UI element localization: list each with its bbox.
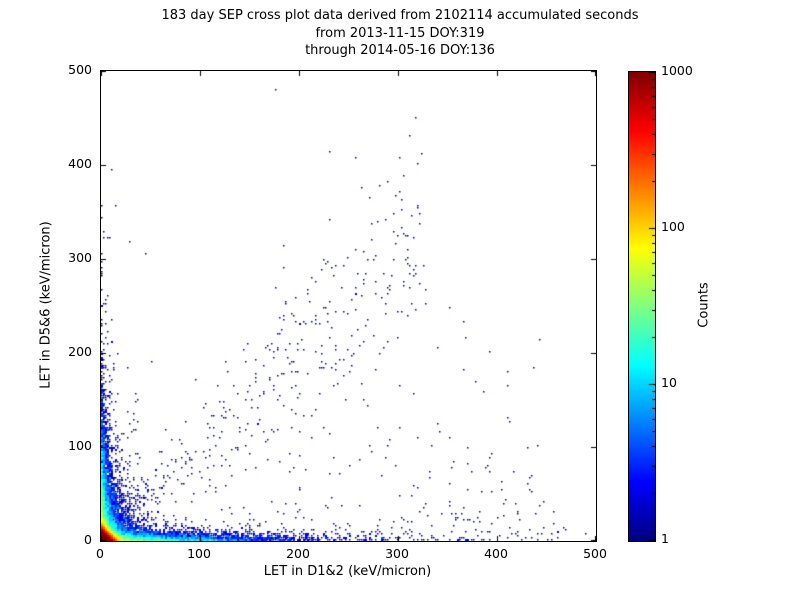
y-axis-label-text: LET in D5&6 (keV/micron)	[38, 221, 54, 389]
colorbar-label-text: Counts	[696, 282, 712, 328]
x-tick-label: 100	[187, 546, 211, 561]
y-tick-label: 100	[68, 438, 92, 453]
x-tick-label: 0	[96, 546, 104, 561]
y-tick-label: 500	[68, 62, 92, 77]
colorbar-tick-label: 100	[661, 219, 685, 234]
x-tick-label: 300	[385, 546, 409, 561]
colorbar	[628, 71, 656, 542]
x-axis-label: LET in D1&2 (keV/micron)	[263, 564, 432, 579]
x-tick-label: 200	[286, 546, 310, 561]
plot-area	[100, 70, 597, 542]
scatter-canvas	[101, 71, 596, 541]
colorbar-tick-label: 1000	[661, 63, 693, 78]
colorbar-gradient	[629, 72, 655, 541]
chart-title-line-3: through 2014-05-16 DOY:136	[305, 43, 495, 58]
x-tick-label: 500	[583, 546, 607, 561]
y-tick-label: 200	[68, 344, 92, 359]
x-tick-label: 400	[484, 546, 508, 561]
y-tick-label: 300	[68, 250, 92, 265]
colorbar-tick-label: 1	[661, 531, 669, 546]
y-tick-label: 0	[84, 532, 92, 547]
chart-title-line-2: from 2013-11-15 DOY:319	[315, 26, 485, 41]
y-tick-label: 400	[68, 156, 92, 171]
chart-title-line-1: 183 day SEP cross plot data derived from…	[161, 8, 639, 23]
colorbar-tick-label: 10	[661, 375, 677, 390]
